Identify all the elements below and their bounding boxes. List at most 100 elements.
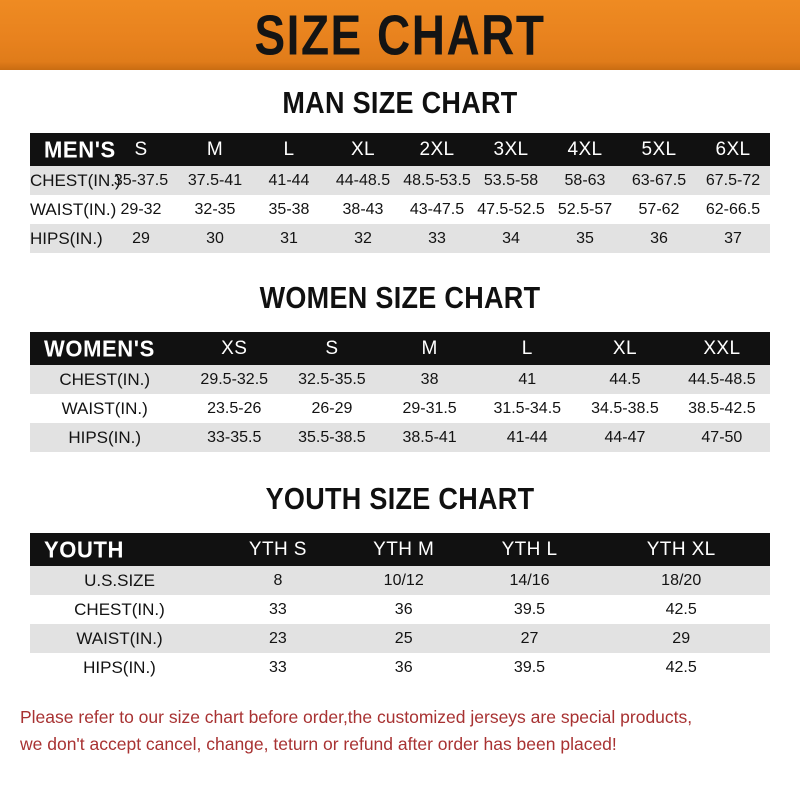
column-header-women-5: XXL — [703, 337, 741, 359]
cell-men-waist-7: 57-62 — [638, 200, 680, 218]
header-corner-men: MEN'S — [44, 135, 116, 163]
table-row: CHEST(IN.) 33 36 39.5 42.5 — [30, 595, 770, 624]
cell-women-waist-5: 38.5-42.5 — [688, 399, 756, 417]
table-row: CHEST(IN.) 29.5-32.5 32.5-35.5 38 41 44.… — [30, 365, 770, 394]
cell-women-waist-2: 29-31.5 — [402, 399, 457, 417]
column-header-men-0: S — [134, 138, 148, 160]
cell-women-hips-4: 44-47 — [604, 428, 646, 446]
cell-men-chest-1: 37.5-41 — [187, 171, 243, 189]
cell-men-waist-2: 35-38 — [268, 200, 310, 218]
cell-women-chest-2: 38 — [420, 370, 439, 388]
cell-women-hips-2: 38.5-41 — [402, 428, 457, 446]
header-corner-youth: YOUTH — [44, 535, 124, 563]
cell-men-waist-8: 62-66.5 — [705, 200, 761, 218]
column-header-men-8: 6XL — [715, 138, 751, 160]
table-wrap-man: MEN'S S M L XL 2XL 3XL 4XL 5XL 6XL CHEST… — [30, 133, 770, 253]
column-header-women-2: M — [421, 337, 438, 359]
cell-youth-chest-0: 33 — [269, 600, 287, 618]
row-label-youth-chest: CHEST(IN.) — [74, 599, 165, 619]
table-row: HIPS(IN.) 33 36 39.5 42.5 — [30, 653, 770, 682]
cell-youth-ussize-0: 8 — [273, 571, 283, 589]
cell-men-waist-5: 47.5-52.5 — [477, 200, 545, 218]
cell-men-hips-8: 37 — [724, 229, 742, 247]
cell-women-hips-5: 47-50 — [701, 428, 743, 446]
page-title: SIZE CHART — [254, 3, 546, 67]
cell-women-chest-1: 32.5-35.5 — [298, 370, 366, 388]
cell-youth-waist-1: 25 — [394, 629, 413, 647]
cell-men-chest-3: 44-48.5 — [335, 171, 391, 189]
row-label-youth-ussize: U.S.SIZE — [84, 570, 155, 590]
cell-youth-hips-2: 39.5 — [513, 658, 546, 676]
cell-men-hips-0: 29 — [132, 229, 150, 247]
cell-men-chest-5: 53.5-58 — [483, 171, 539, 189]
cell-youth-waist-2: 27 — [520, 629, 539, 647]
column-header-youth-1: YTH M — [373, 538, 435, 560]
table-wrap-youth: YOUTH YTH S YTH M YTH L YTH XL U.S.SIZE … — [30, 533, 770, 682]
section-title-man: MAN SIZE CHART — [282, 86, 518, 120]
row-label-men-chest: CHEST(IN.) — [30, 170, 121, 190]
cell-men-hips-7: 36 — [650, 229, 668, 247]
table-wrap-women: WOMEN'S XS S M L XL XXL CHEST(IN.) 29.5-… — [30, 332, 770, 452]
cell-women-chest-0: 29.5-32.5 — [200, 370, 269, 388]
column-header-women-3: L — [521, 337, 533, 359]
cell-men-hips-1: 30 — [206, 229, 224, 247]
cell-men-hips-3: 32 — [354, 229, 372, 247]
cell-women-hips-0: 33-35.5 — [207, 428, 262, 446]
row-label-women-waist: WAIST(IN.) — [61, 398, 148, 418]
table-body-men: MEN'S S M L XL 2XL 3XL 4XL 5XL 6XL CHEST… — [30, 133, 770, 253]
cell-youth-hips-0: 33 — [269, 658, 287, 676]
size-table-youth: YOUTH YTH S YTH M YTH L YTH XL U.S.SIZE … — [30, 533, 770, 682]
cell-men-chest-6: 58-63 — [564, 171, 606, 189]
cell-men-waist-6: 52.5-57 — [557, 200, 613, 218]
cell-youth-hips-3: 42.5 — [665, 658, 697, 676]
column-header-youth-2: YTH L — [501, 538, 558, 560]
cell-men-chest-7: 63-67.5 — [631, 171, 687, 189]
cell-women-waist-3: 31.5-34.5 — [493, 399, 562, 417]
row-label-women-chest: CHEST(IN.) — [59, 369, 151, 389]
cell-men-waist-0: 29-32 — [120, 200, 162, 218]
cell-youth-chest-3: 42.5 — [665, 600, 697, 618]
cell-women-chest-4: 44.5 — [609, 370, 641, 388]
cell-women-hips-3: 41-44 — [506, 428, 548, 446]
table-row: U.S.SIZE 8 10/12 14/16 18/20 — [30, 566, 770, 595]
cell-men-hips-6: 35 — [576, 229, 594, 247]
row-label-men-hips: HIPS(IN.) — [30, 228, 103, 248]
footer-disclaimer-line-2: we don't accept cancel, change, teturn o… — [20, 734, 617, 754]
cell-women-waist-4: 34.5-38.5 — [591, 399, 659, 417]
cell-youth-ussize-1: 10/12 — [383, 571, 424, 589]
cell-youth-waist-3: 29 — [672, 629, 691, 647]
cell-men-chest-8: 67.5-72 — [705, 171, 761, 189]
column-header-men-1: M — [206, 138, 224, 160]
cell-men-chest-4: 48.5-53.5 — [403, 171, 471, 189]
column-header-men-2: L — [283, 138, 295, 160]
row-label-men-waist: WAIST(IN.) — [30, 199, 117, 219]
section-title-women: WOMEN SIZE CHART — [259, 281, 541, 315]
cell-women-chest-3: 41 — [518, 370, 537, 388]
section-man: MAN SIZE CHART MEN'S S M L XL 2XL 3XL 4X… — [0, 86, 800, 253]
row-label-women-hips: HIPS(IN.) — [68, 427, 142, 447]
cell-women-hips-1: 35.5-38.5 — [298, 428, 366, 446]
column-header-men-6: 4XL — [567, 138, 603, 160]
table-row: WAIST(IN.) 23 25 27 29 — [30, 624, 770, 653]
column-header-women-1: S — [325, 337, 339, 359]
table-row: HIPS(IN.) 29 30 31 32 33 34 35 36 37 — [30, 224, 770, 253]
table-header-row-men: MEN'S S M L XL 2XL 3XL 4XL 5XL 6XL — [30, 133, 770, 166]
table-row: CHEST(IN.) 35-37.5 37.5-41 41-44 44-48.5… — [30, 166, 770, 195]
cell-men-chest-0: 35-37.5 — [113, 171, 169, 189]
cell-men-chest-2: 41-44 — [268, 171, 310, 189]
page-banner: SIZE CHART — [0, 0, 800, 70]
table-body-youth: YOUTH YTH S YTH M YTH L YTH XL U.S.SIZE … — [30, 533, 770, 682]
cell-men-hips-5: 34 — [502, 229, 520, 247]
size-table-men: MEN'S S M L XL 2XL 3XL 4XL 5XL 6XL CHEST… — [30, 133, 770, 253]
cell-men-hips-2: 31 — [280, 229, 298, 247]
footer-disclaimer-line-1: Please refer to our size chart before or… — [20, 707, 693, 727]
column-header-men-4: 2XL — [419, 138, 455, 160]
table-row: WAIST(IN.) 29-32 32-35 35-38 38-43 43-47… — [30, 195, 770, 224]
cell-men-waist-1: 32-35 — [194, 200, 236, 218]
cell-youth-hips-1: 36 — [394, 658, 413, 676]
section-title-youth: YOUTH SIZE CHART — [265, 482, 535, 516]
table-header-row-women: WOMEN'S XS S M L XL XXL — [30, 332, 770, 365]
table-row: HIPS(IN.) 33-35.5 35.5-38.5 38.5-41 41-4… — [30, 423, 770, 452]
column-header-men-7: 5XL — [641, 138, 677, 160]
section-youth: YOUTH SIZE CHART YOUTH YTH S YTH M YTH L… — [0, 482, 800, 682]
